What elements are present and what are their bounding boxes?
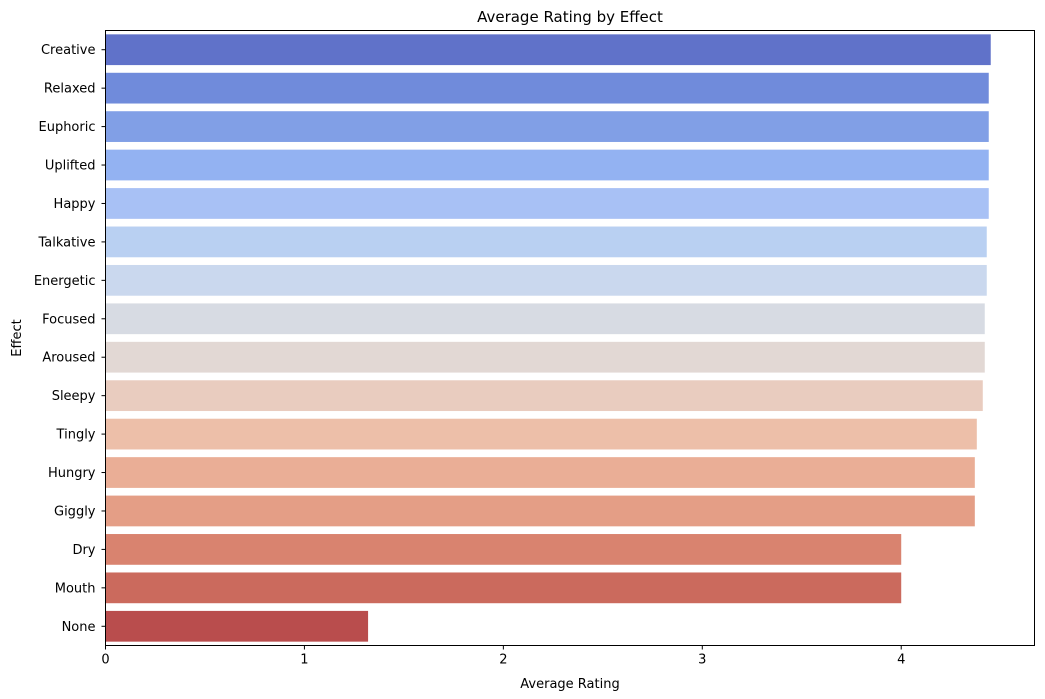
y-tick-label: Mouth [55,581,96,596]
y-tick-label: Happy [54,197,96,212]
x-tick-label: 1 [300,653,308,668]
y-tick-label: Dry [72,543,95,558]
y-tick-label: Creative [41,43,96,58]
bars-group [105,34,991,642]
y-tick-label: Hungry [48,466,96,481]
x-tick-label: 4 [897,653,905,668]
bar-sleepy [105,380,983,412]
bar-uplifted [105,149,989,181]
bar-mouth [105,572,902,604]
y-tick-label: Sleepy [52,389,96,404]
y-tick-label: Focused [42,312,95,327]
y-tick-label: Talkative [37,235,95,250]
bar-dry [105,534,902,565]
y-tick-label: Tingly [56,428,96,443]
y-tick-label: Aroused [42,351,95,366]
bar-none [105,610,369,642]
chart-title: Average Rating by Effect [477,8,663,26]
bar-energetic [105,264,987,296]
x-tick-label: 0 [101,653,109,668]
bar-aroused [105,341,985,373]
x-tick-label: 3 [698,653,706,668]
y-tick-label: Energetic [34,274,96,289]
bar-tingly [105,418,977,450]
bar-creative [105,34,991,66]
y-axis-label: Effect [10,319,25,356]
x-ticks-group: 0 1 2 3 4 [101,645,905,668]
plot-frame [105,30,1035,646]
x-axis-label: Average Rating [520,677,619,692]
y-ticks-group: Creative Relaxed Euphoric Uplifted Happy Talk… [34,43,106,635]
y-tick-label: None [62,620,96,635]
y-tick-label: Uplifted [45,159,96,174]
bar-talkative [105,226,987,258]
bar-relaxed [105,72,989,104]
bar-euphoric [105,111,989,142]
bar-happy [105,188,989,219]
bar-giggly [105,495,975,527]
bar-hungry [105,457,975,488]
x-tick-label: 2 [499,653,507,668]
y-tick-label: Giggly [54,504,96,519]
y-tick-label: Relaxed [44,82,96,97]
y-tick-label: Euphoric [38,120,95,135]
bar-focused [105,303,985,335]
